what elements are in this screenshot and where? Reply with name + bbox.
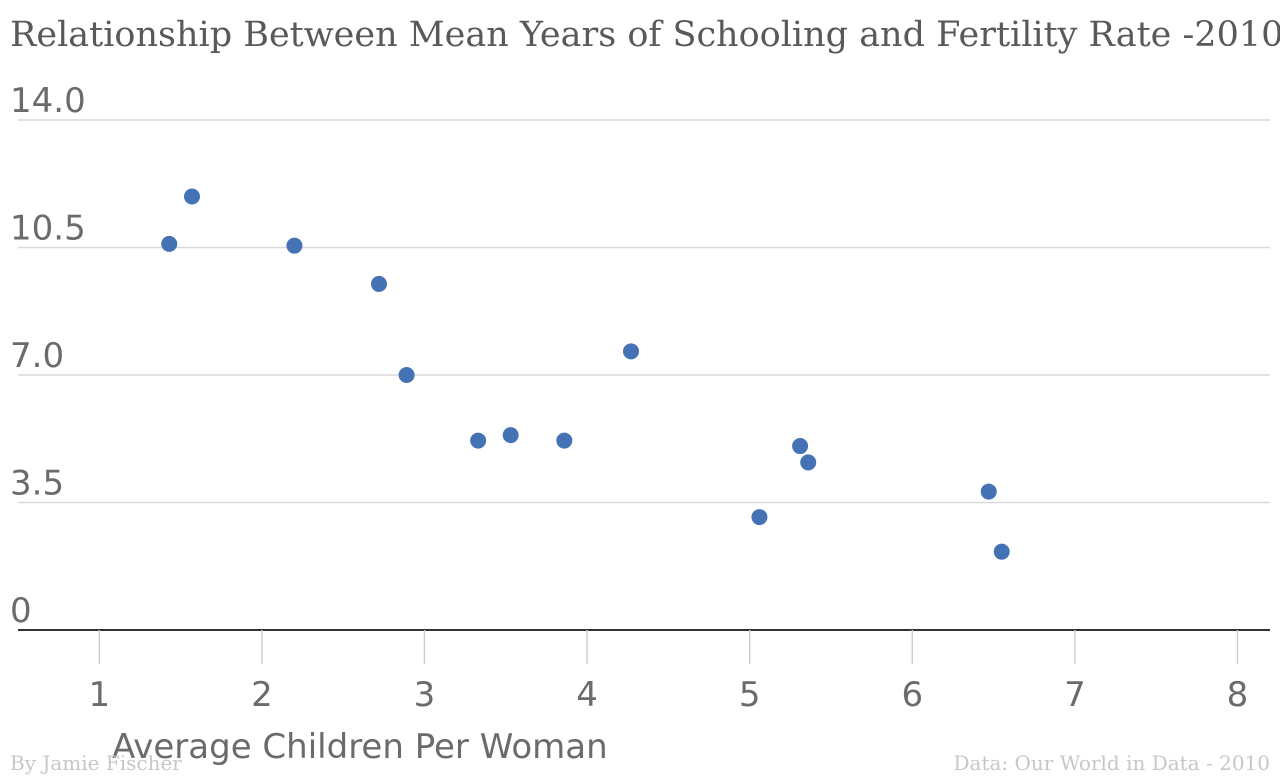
scatter-point[interactable] xyxy=(751,509,768,526)
x-axis: 1 2 3 4 5 6 7 8 xyxy=(88,630,1248,715)
x-tick-label: 8 xyxy=(1227,675,1249,715)
x-tick-label: 1 xyxy=(88,675,110,715)
x-tick-label: 4 xyxy=(576,675,598,715)
scatter-point[interactable] xyxy=(470,432,487,449)
x-tick-label: 3 xyxy=(414,675,436,715)
scatter-point[interactable] xyxy=(398,367,415,383)
y-tick-label: 10.5 xyxy=(10,209,86,249)
scatter-point[interactable] xyxy=(161,235,178,252)
scatter-point[interactable] xyxy=(993,543,1010,560)
y-tick-label: 14.0 xyxy=(10,81,86,121)
grid-layer xyxy=(18,119,1270,631)
scatter-point[interactable] xyxy=(980,483,997,500)
scatter-point[interactable] xyxy=(370,275,387,292)
y-tick-label: 0 xyxy=(10,591,32,631)
footer-source: Data: Our World in Data - 2010 xyxy=(954,751,1271,775)
chart-title: Relationship Between Mean Years of Schoo… xyxy=(10,15,1280,55)
data-points xyxy=(161,188,1010,560)
y-axis: 0 3.5 7.0 10.5 14.0 xyxy=(10,81,86,631)
x-tick-label: 2 xyxy=(251,675,273,715)
scatter-point[interactable] xyxy=(622,343,639,360)
x-axis-label: Average Children Per Woman xyxy=(112,727,608,767)
scatter-point[interactable] xyxy=(502,427,519,444)
y-tick-label: 3.5 xyxy=(10,464,64,504)
y-tick-label: 7.0 xyxy=(10,336,64,376)
x-tick-label: 6 xyxy=(901,675,923,715)
x-tick-label: 5 xyxy=(739,675,761,715)
scatter-point[interactable] xyxy=(556,432,573,449)
scatter-point[interactable] xyxy=(286,237,303,254)
footer-credit: By Jamie Fischer xyxy=(10,751,182,775)
scatter-point[interactable] xyxy=(183,188,200,205)
scatter-point[interactable] xyxy=(800,454,817,471)
x-tick-label: 7 xyxy=(1064,675,1086,715)
scatter-point[interactable] xyxy=(792,438,809,455)
